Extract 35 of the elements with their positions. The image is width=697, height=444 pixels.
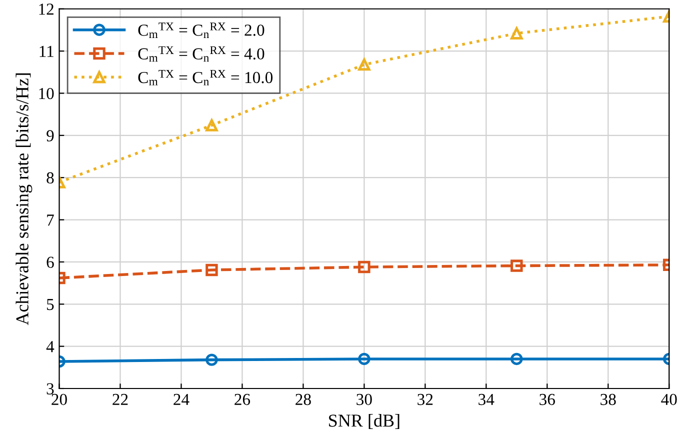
legend-label: C$_{m}$$^{TX}$ = C$_{n}$$^{RX}$ = 2.0 — [138, 22, 264, 38]
y-tick-label: 7 — [47, 214, 54, 226]
y-tick-label: 11 — [40, 46, 54, 57]
point — [206, 119, 218, 132]
point — [358, 58, 370, 71]
x-tick-label: 26 — [234, 394, 250, 406]
y-tick-label: 12 — [39, 4, 54, 15]
x-tick-label: 34 — [478, 394, 494, 406]
x-tick-label: 40 — [661, 394, 677, 406]
point — [206, 264, 218, 276]
y-tick-label: 8 — [46, 172, 54, 184]
y-tick-label: 5 — [47, 299, 54, 310]
y-tick-label: 3 — [46, 383, 54, 394]
x-tick-label: 30 — [356, 394, 372, 406]
y-tick-label: 10 — [39, 88, 54, 100]
point — [358, 260, 370, 274]
x-tick-label: 36 — [540, 394, 555, 406]
point — [206, 354, 218, 366]
point — [510, 27, 523, 40]
x-tick-label: 20 — [52, 394, 67, 406]
x-tick-label: 38 — [600, 394, 616, 406]
point — [358, 352, 370, 366]
x-tick-label: 24 — [174, 394, 190, 405]
y-tick-label: 6 — [46, 256, 54, 268]
legend-label: C$_{m}$$^{TX}$ = C$_{n}$$^{RX}$ = 4.0 — [138, 46, 264, 62]
x-tick-label: 28 — [296, 394, 311, 406]
y-tick-label: 9 — [46, 130, 54, 142]
x-axis-title: SNR [dB] — [329, 414, 400, 429]
y-tick-label: 4 — [46, 341, 54, 352]
x-tick-label: 22 — [112, 394, 128, 405]
point — [510, 352, 523, 366]
point — [510, 260, 523, 272]
x-tick-label: 32 — [418, 394, 433, 406]
legend-label: C$_{m}$$^{TX}$ = C$_{n}$$^{RX}$ = 10.0 — [138, 70, 273, 86]
y-axis-title: Achievable sensing rate [bits/s/Hz] — [16, 73, 32, 326]
